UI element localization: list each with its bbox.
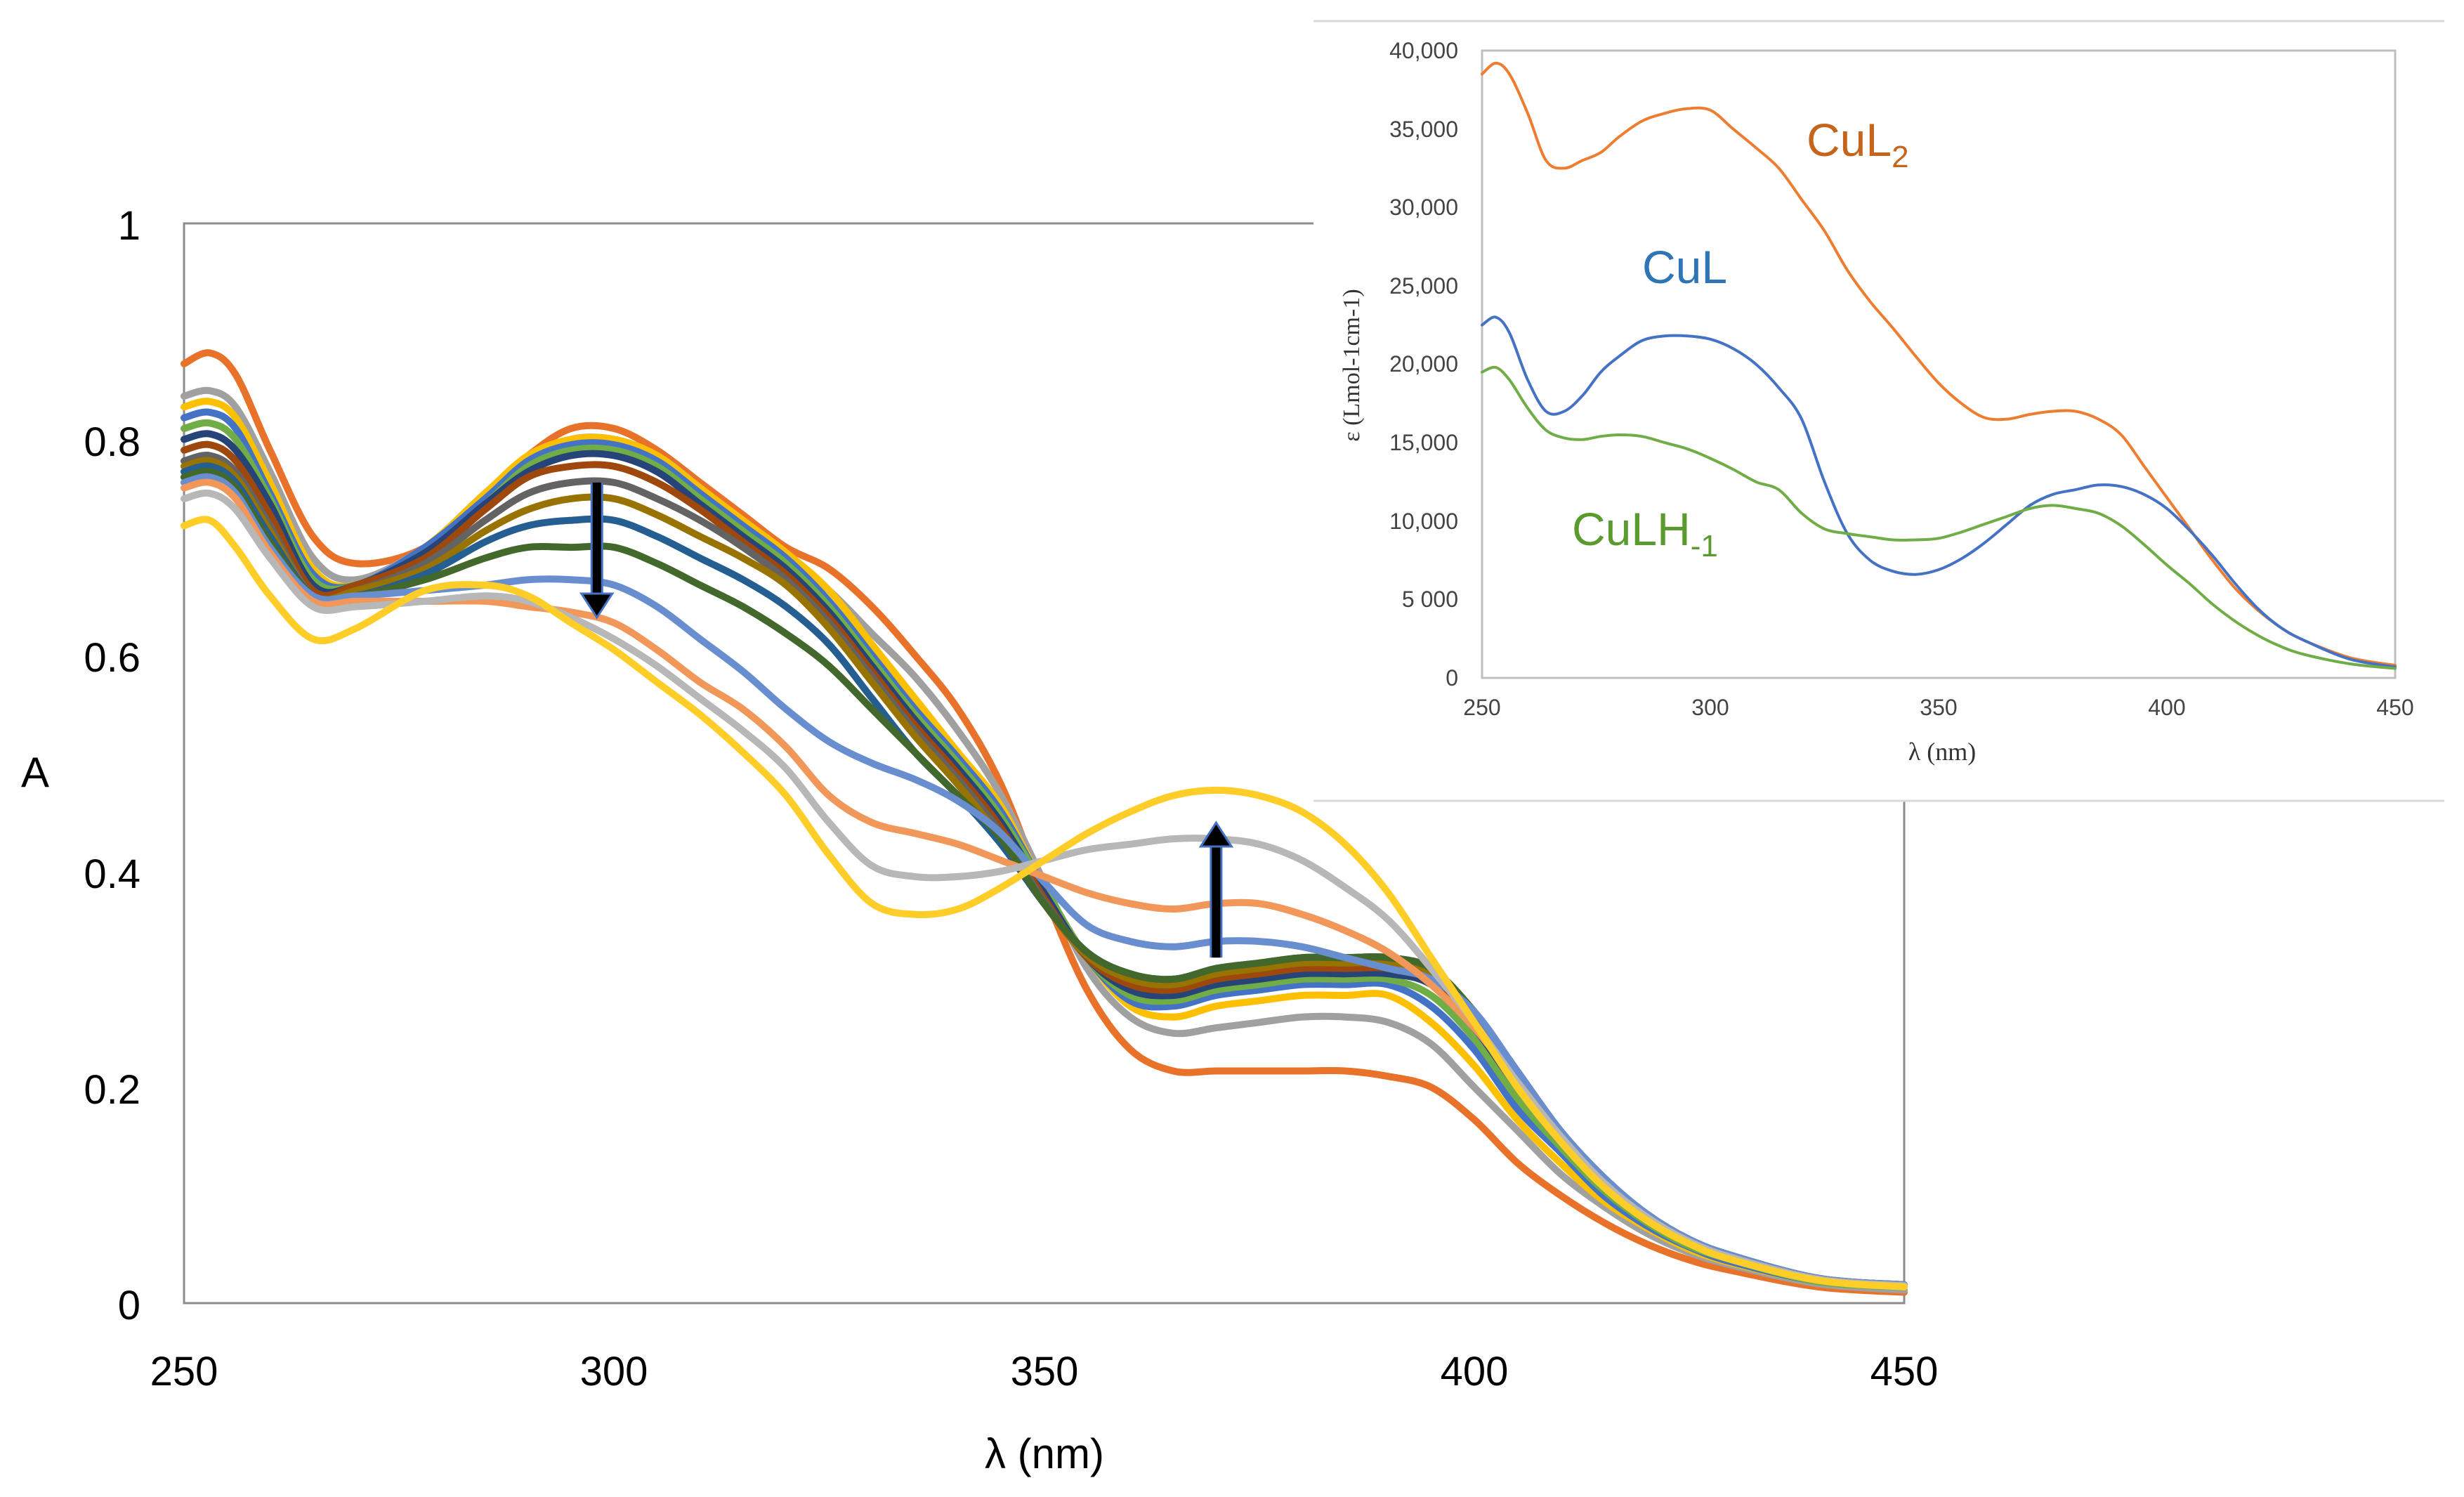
- main-x-ticks: 250 300 350 400 450: [150, 1349, 1939, 1394]
- inset-x-axis-label: λ (nm): [1908, 738, 1976, 766]
- main-y-tick-5: 1: [118, 203, 140, 249]
- arrow-down-head: [579, 592, 615, 620]
- main-x-tick-250: 250: [150, 1349, 218, 1394]
- inset-y-axis-label: ε (Lmol-1cm-1): [1339, 289, 1365, 441]
- series-line-cul: [1481, 315, 2397, 669]
- main-x-tick-300: 300: [580, 1349, 648, 1394]
- label-cul2-main: CuL: [1807, 114, 1892, 166]
- inset-y-tick-0: 0: [1446, 665, 1458, 691]
- main-x-axis-label: λ (nm): [985, 1430, 1104, 1477]
- inset-y-ticks: 0 5 000 10,000 15,000 20,000 25,000 30,0…: [1389, 38, 1458, 691]
- inset-background: [1313, 0, 2464, 801]
- inset-x-tick-250: 250: [1463, 695, 1500, 720]
- inset-x-tick-450: 450: [2376, 695, 2413, 720]
- main-chart: 0 0.2 0.4 0.6 0.8 1 250 300 350 400 450 …: [21, 203, 1938, 1477]
- main-y-tick-0: 0: [118, 1283, 140, 1328]
- arrow-up-head: [1198, 821, 1234, 848]
- main-x-tick-350: 350: [1011, 1349, 1079, 1394]
- series-line-culh-1: [1481, 365, 2397, 670]
- label-cul2-sub: 2: [1892, 140, 1908, 174]
- inset-x-tick-400: 400: [2148, 695, 2185, 720]
- inset-y-tick-8: 40,000: [1389, 38, 1458, 63]
- label-culh-1-sub: -1: [1691, 529, 1718, 563]
- main-arrows-group: [579, 482, 1234, 958]
- main-x-tick-450: 450: [1870, 1349, 1939, 1394]
- main-x-tick-400: 400: [1441, 1349, 1509, 1394]
- inset-y-tick-6: 30,000: [1389, 195, 1458, 220]
- main-y-axis-label: A: [21, 749, 49, 796]
- inset-x-tick-300: 300: [1691, 695, 1729, 720]
- inset-series-group: [1481, 61, 2397, 670]
- label-culh-1-main: CuLH: [1572, 503, 1691, 555]
- main-y-tick-4: 0.8: [84, 419, 140, 465]
- inset-chart: 0 5 000 10,000 15,000 20,000 25,000 30,0…: [1313, 0, 2464, 802]
- main-y-tick-2: 0.4: [84, 851, 140, 897]
- inset-plot-frame: [1481, 49, 2397, 679]
- series-line-s14: [181, 489, 1908, 1290]
- inset-y-tick-1: 5 000: [1402, 587, 1458, 612]
- inset-x-tick-350: 350: [1920, 695, 1957, 720]
- inset-y-tick-5: 25,000: [1389, 273, 1458, 299]
- inset-y-tick-7: 35,000: [1389, 117, 1458, 142]
- label-culh-1: CuLH-1: [1572, 503, 1718, 563]
- label-cul2: CuL2: [1807, 114, 1909, 174]
- inset-x-ticks: 250 300 350 400 450: [1463, 695, 2413, 720]
- main-y-tick-1: 0.2: [84, 1067, 140, 1113]
- series-line-s15: [181, 516, 1908, 1290]
- inset-y-tick-3: 15,000: [1389, 430, 1458, 455]
- inset-y-tick-2: 10,000: [1389, 509, 1458, 534]
- main-y-tick-3: 0.6: [84, 635, 140, 681]
- main-series-group: [181, 349, 1908, 1296]
- label-cul: CuL: [1642, 241, 1727, 293]
- main-y-ticks: 0 0.2 0.4 0.6 0.8 1: [84, 203, 140, 1328]
- inset-y-tick-4: 20,000: [1389, 351, 1458, 377]
